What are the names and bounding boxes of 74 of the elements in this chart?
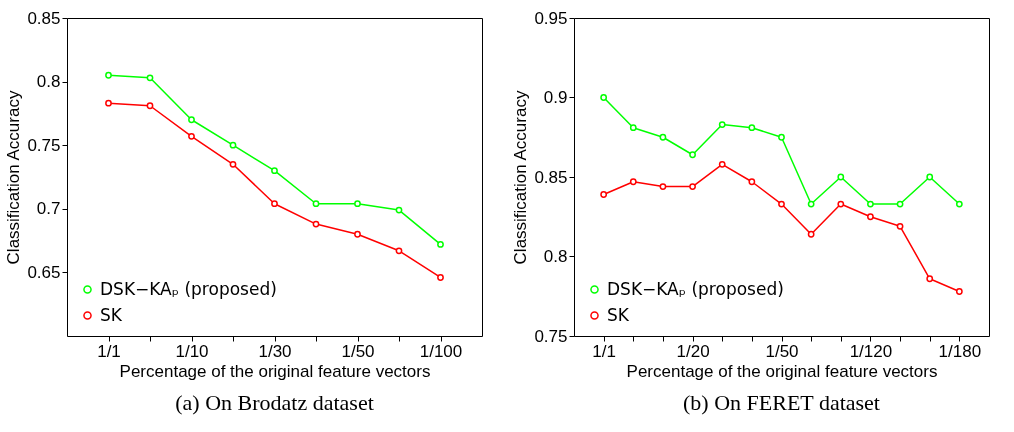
point — [689, 151, 696, 159]
y-tick-label: 0.85 — [27, 8, 61, 28]
point — [807, 230, 815, 238]
point — [926, 275, 934, 283]
point — [896, 222, 904, 230]
y-axis-title: Classification Accuracy — [4, 90, 24, 265]
point — [807, 200, 815, 208]
y-tick-label: 0.75 — [534, 326, 568, 346]
point — [748, 178, 756, 186]
point — [354, 230, 361, 238]
point — [437, 274, 444, 281]
point — [146, 74, 154, 82]
point — [271, 167, 278, 175]
point — [437, 241, 444, 248]
point — [312, 200, 320, 208]
point — [188, 116, 195, 124]
point — [188, 132, 195, 140]
x-tick-label: 1/30 — [258, 341, 292, 361]
point — [778, 200, 785, 208]
legend-label: DSK−KAₚ (proposed) — [607, 278, 784, 299]
point — [312, 220, 320, 228]
point — [105, 71, 112, 79]
point — [955, 200, 963, 208]
point — [395, 247, 403, 255]
point — [629, 178, 637, 186]
point — [955, 288, 963, 295]
x-tick-label: 1/180 — [938, 341, 982, 361]
x-tick-label: 1/100 — [419, 341, 463, 361]
point — [718, 121, 726, 128]
y-tick-label: 0.95 — [534, 8, 568, 28]
x-tick-label: 1/1 — [97, 341, 121, 361]
point — [689, 183, 696, 190]
point — [354, 200, 361, 208]
point — [229, 160, 237, 168]
point — [395, 206, 403, 214]
text: (a) On Brodatz dataset — [175, 390, 374, 415]
point — [837, 173, 845, 181]
point — [748, 124, 756, 132]
y-tick-label: 0.75 — [27, 135, 61, 155]
point — [600, 191, 608, 198]
point — [105, 99, 112, 107]
point — [718, 160, 726, 168]
point — [146, 102, 154, 110]
point — [229, 141, 237, 149]
y-tick-label: 0.9 — [543, 88, 568, 107]
point — [896, 200, 904, 208]
point — [837, 200, 845, 208]
legend-label: SK — [607, 304, 630, 325]
point — [659, 133, 667, 141]
point — [659, 183, 667, 190]
y-tick-label: 0.8 — [543, 247, 568, 266]
x-tick-label: 1/50 — [341, 341, 375, 361]
legend-label: DSK−KAₚ (proposed) — [100, 278, 277, 299]
point — [926, 173, 934, 181]
point — [778, 133, 785, 141]
point — [867, 200, 874, 208]
x-tick-label: 1/10 — [175, 341, 209, 361]
y-tick-label: 0.85 — [534, 167, 568, 187]
x-tick-label: 1/50 — [765, 341, 799, 361]
x-tick-label: 1/1 — [592, 341, 616, 361]
x-tick-label: 1/20 — [676, 341, 710, 361]
y-tick-label: 0.8 — [36, 72, 61, 92]
x-axis-title: Percentage of the original feature vectors — [119, 361, 431, 381]
y-tick-label: 0.7 — [36, 199, 61, 219]
point — [867, 213, 874, 221]
y-axis-title: Classification Accuracy — [511, 90, 531, 265]
legend-label: SK — [100, 304, 123, 325]
x-axis-title: Percentage of the original feature vectors — [626, 361, 938, 381]
x-tick-label: 1/120 — [849, 341, 893, 361]
y-tick-label: 0.65 — [27, 262, 61, 282]
point — [271, 200, 278, 208]
point — [600, 94, 608, 101]
text: (b) On FERET dataset — [683, 390, 880, 415]
point — [629, 124, 637, 132]
